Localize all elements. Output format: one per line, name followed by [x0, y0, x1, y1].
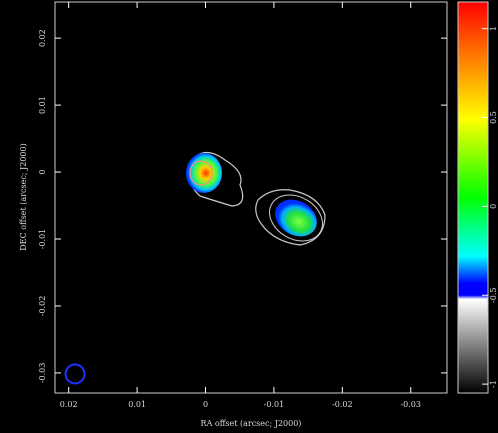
y-axis-label: DEC offset (arcsec; J2000)	[19, 143, 28, 250]
y-tick-label: 0	[38, 170, 47, 175]
colorbar-tick-label: 0.5	[489, 111, 498, 124]
x-tick-label: 0.01	[128, 400, 146, 409]
colorbar	[458, 2, 488, 393]
frame	[55, 2, 447, 393]
colorbar-tick-label: -1	[489, 380, 498, 388]
colorbar-tick-label: 0	[489, 204, 498, 209]
x-tick-label: 0.02	[60, 400, 78, 409]
colorbar-tick-label: -0.5	[489, 288, 498, 303]
chart: RA offset (arcsec; J2000) DEC offset (ar…	[0, 0, 498, 433]
x-tick-label: 0	[203, 400, 208, 409]
y-tick-label: -0.02	[38, 296, 47, 317]
x-axis-label: RA offset (arcsec; J2000)	[201, 419, 302, 428]
colorbar-tick-label: 1	[489, 26, 498, 31]
x-tick-label: -0.02	[332, 400, 353, 409]
y-tick-label: 0.02	[38, 29, 47, 47]
emission-blob	[186, 153, 222, 193]
x-tick-label: -0.01	[264, 400, 285, 409]
x-tick-label: -0.03	[400, 400, 421, 409]
y-tick-label: 0.01	[38, 96, 47, 114]
y-tick-label: -0.01	[38, 229, 47, 250]
plot-area	[55, 2, 447, 393]
y-tick-label: -0.03	[38, 363, 47, 384]
